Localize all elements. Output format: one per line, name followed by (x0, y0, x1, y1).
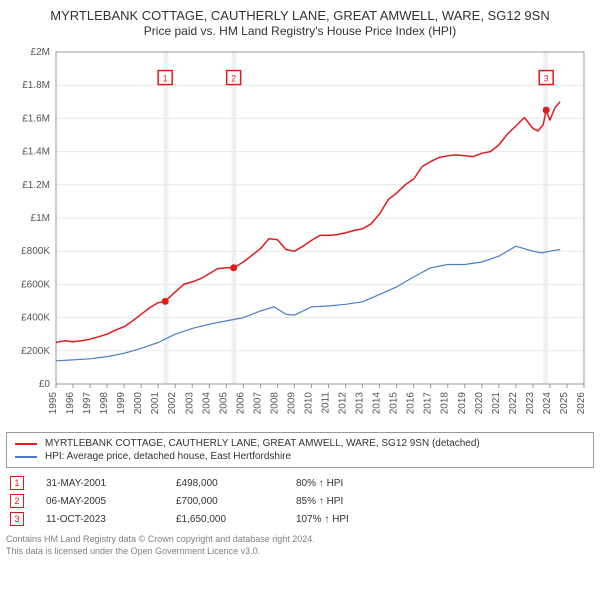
svg-text:1999: 1999 (116, 392, 127, 415)
marker-date: 11-OCT-2023 (46, 514, 176, 525)
svg-text:1996: 1996 (65, 392, 76, 415)
svg-text:3: 3 (544, 74, 549, 84)
legend-label: MYRTLEBANK COTTAGE, CAUTHERLY LANE, GREA… (45, 438, 480, 449)
legend-box: MYRTLEBANK COTTAGE, CAUTHERLY LANE, GREA… (6, 432, 594, 468)
svg-text:£1.2M: £1.2M (22, 180, 50, 191)
footnote-line-1: Contains HM Land Registry data © Crown c… (6, 534, 594, 546)
svg-text:£400K: £400K (21, 313, 50, 324)
svg-text:2015: 2015 (389, 392, 400, 415)
svg-text:1998: 1998 (99, 392, 110, 415)
legend-swatch (15, 456, 37, 458)
marker-row: 2 06-MAY-2005£700,00085% ↑ HPI (6, 492, 594, 510)
svg-text:2002: 2002 (167, 392, 178, 415)
svg-text:2008: 2008 (269, 392, 280, 415)
svg-text:2006: 2006 (235, 392, 246, 415)
chart-title: MYRTLEBANK COTTAGE, CAUTHERLY LANE, GREA… (6, 8, 594, 23)
svg-text:£1M: £1M (31, 213, 50, 224)
svg-text:£0: £0 (39, 379, 51, 390)
svg-text:£2M: £2M (31, 47, 50, 58)
marker-pct-vs-hpi: 107% ↑ HPI (296, 514, 416, 525)
legend-swatch (15, 443, 37, 445)
svg-text:2021: 2021 (491, 392, 502, 415)
svg-text:2014: 2014 (372, 392, 383, 415)
svg-text:2005: 2005 (218, 392, 229, 415)
marker-price: £1,650,000 (176, 514, 296, 525)
marker-badge: 1 (10, 476, 24, 490)
svg-text:2025: 2025 (559, 392, 570, 415)
svg-text:2010: 2010 (303, 392, 314, 415)
svg-text:2001: 2001 (150, 392, 161, 415)
marker-pct-vs-hpi: 85% ↑ HPI (296, 496, 416, 507)
svg-text:2013: 2013 (355, 392, 366, 415)
svg-text:1997: 1997 (82, 392, 93, 415)
svg-text:2011: 2011 (321, 392, 332, 414)
svg-text:2: 2 (231, 74, 236, 84)
svg-text:2004: 2004 (201, 392, 212, 415)
svg-text:2003: 2003 (184, 392, 195, 415)
marker-date: 31-MAY-2001 (46, 478, 176, 489)
chart-svg: £0 £200K £400K £600K £800K £1M £1.2M £1.4M £1.6M… (6, 44, 594, 426)
svg-text:2016: 2016 (406, 392, 417, 415)
data-attribution: Contains HM Land Registry data © Crown c… (6, 534, 594, 557)
marker-price: £700,000 (176, 496, 296, 507)
svg-text:£1.8M: £1.8M (22, 80, 50, 91)
svg-text:1: 1 (163, 74, 168, 84)
price-chart: £0 £200K £400K £600K £800K £1M £1.2M £1.4M £1.6M… (6, 44, 594, 426)
legend-item: MYRTLEBANK COTTAGE, CAUTHERLY LANE, GREA… (15, 437, 585, 450)
svg-text:2009: 2009 (286, 392, 297, 415)
marker-row: 3 11-OCT-2023£1,650,000107% ↑ HPI (6, 510, 594, 528)
marker-pct-vs-hpi: 80% ↑ HPI (296, 478, 416, 489)
svg-text:2000: 2000 (133, 392, 144, 415)
svg-text:2012: 2012 (338, 392, 349, 415)
marker-badge: 2 (10, 494, 24, 508)
marker-row: 1 31-MAY-2001£498,00080% ↑ HPI (6, 474, 594, 492)
svg-text:2018: 2018 (440, 392, 451, 415)
legend-item: HPI: Average price, detached house, East… (15, 450, 585, 463)
footnote-line-2: This data is licensed under the Open Gov… (6, 546, 594, 558)
marker-date: 06-MAY-2005 (46, 496, 176, 507)
chart-subtitle: Price paid vs. HM Land Registry's House … (6, 24, 594, 38)
legend-label: HPI: Average price, detached house, East… (45, 451, 291, 462)
marker-table: 1 31-MAY-2001£498,00080% ↑ HPI 2 06-MAY-200… (6, 474, 594, 528)
svg-text:£600K: £600K (21, 279, 50, 290)
svg-text:£1.4M: £1.4M (22, 147, 50, 158)
marker-badge: 3 (10, 512, 24, 526)
svg-text:2020: 2020 (474, 392, 485, 415)
svg-text:1995: 1995 (48, 392, 59, 415)
svg-text:2022: 2022 (508, 392, 519, 415)
svg-text:£800K: £800K (21, 246, 50, 257)
svg-text:2017: 2017 (423, 392, 434, 415)
svg-text:£200K: £200K (21, 346, 50, 357)
svg-text:2023: 2023 (525, 392, 536, 415)
svg-text:2024: 2024 (542, 392, 553, 415)
svg-text:2007: 2007 (252, 392, 263, 415)
svg-text:£1.6M: £1.6M (22, 113, 50, 124)
marker-price: £498,000 (176, 478, 296, 489)
svg-text:2019: 2019 (457, 392, 468, 415)
svg-text:2026: 2026 (576, 392, 587, 415)
